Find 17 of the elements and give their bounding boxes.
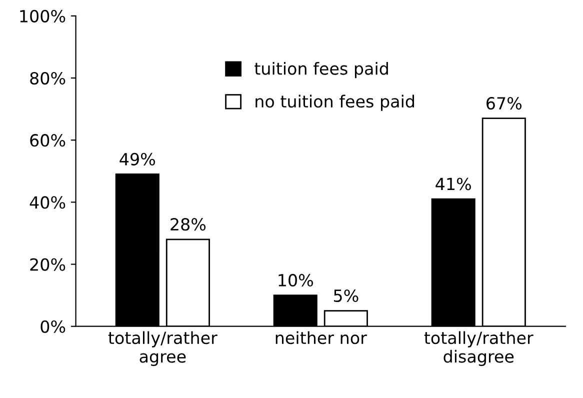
data-label: 41%: [436, 178, 471, 190]
x-tick-label: totally/rather disagree: [424, 331, 534, 366]
y-tick-label: 0%: [40, 320, 66, 333]
x-tick-label: neither nor: [276, 331, 367, 344]
x-tick-label: totally/rather agree: [108, 331, 218, 366]
data-label: 10%: [278, 274, 313, 287]
y-tick-label: 100%: [20, 10, 66, 22]
data-label: 5%: [334, 289, 358, 302]
legend-label: no tuition fees paid: [256, 94, 414, 111]
data-label: 49%: [120, 152, 155, 166]
y-tick-label: 60%: [30, 134, 66, 147]
y-tick-label: 20%: [30, 258, 66, 271]
data-label: 28%: [170, 218, 206, 231]
data-label: 67%: [486, 96, 522, 110]
y-tick-label: 80%: [30, 72, 66, 85]
y-tick-label: 40%: [30, 196, 66, 209]
legend-label: tuition fees paid: [254, 62, 388, 78]
